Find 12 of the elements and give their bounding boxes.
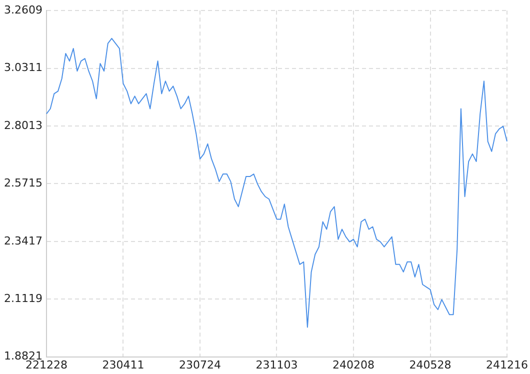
x-tick-label: 230411 — [102, 358, 144, 372]
y-tick-label: 2.1119 — [4, 292, 42, 305]
x-tick-label: 240528 — [409, 358, 452, 372]
x-tick-label: 230724 — [178, 358, 221, 372]
x-tick-label: 231103 — [256, 358, 298, 372]
y-tick-label: 3.2609 — [4, 3, 42, 16]
y-tick-label: 2.5715 — [4, 176, 42, 190]
y-tick-label: 3.0311 — [4, 61, 42, 74]
x-tick-label: 241216 — [486, 358, 528, 372]
x-tick-label: 240208 — [332, 358, 374, 372]
y-tick-label: 2.8013 — [4, 118, 42, 132]
y-tick-label: 2.3417 — [4, 234, 42, 248]
